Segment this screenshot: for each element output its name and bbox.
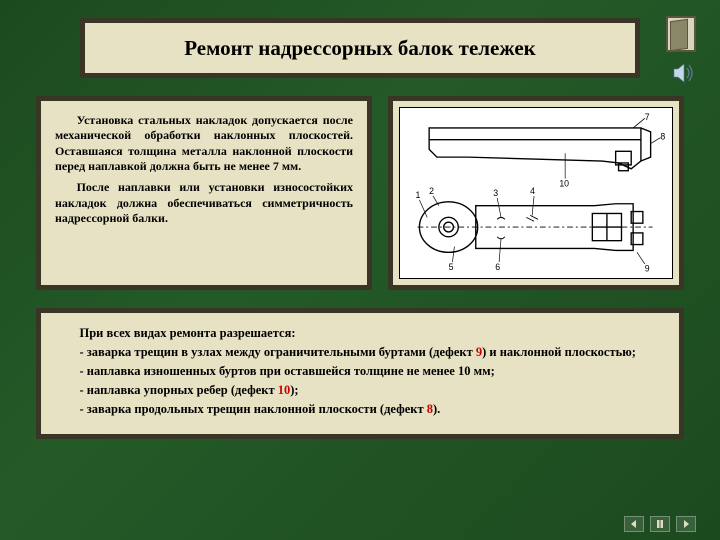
diagram-panel: 1 2 3 4 5 6 7 8 9 10 — [388, 96, 684, 290]
diagram-label-8: 8 — [660, 132, 665, 142]
text-panel: Установка стальных накладок допускается … — [36, 96, 372, 290]
sound-icon[interactable] — [672, 62, 696, 84]
bottom-item-2: - наплавка изношенных буртов при оставше… — [57, 363, 663, 380]
bottom-item-4: - заварка продольных трещин наклонной пл… — [57, 401, 663, 418]
bottom-intro: При всех видах ремонта разрешается: — [57, 325, 663, 342]
nav-next-button[interactable] — [676, 516, 696, 532]
diagram-frame: 1 2 3 4 5 6 7 8 9 10 — [399, 107, 673, 279]
diagram-label-7: 7 — [645, 112, 650, 122]
title-panel: Ремонт надрессорных балок тележек — [80, 18, 640, 78]
diagram-label-9: 9 — [645, 264, 650, 274]
nav-prev-button[interactable] — [624, 516, 644, 532]
diagram-label-5: 5 — [449, 262, 454, 272]
slide: Ремонт надрессорных балок тележек Устано… — [0, 0, 720, 540]
bottom-item-3: - наплавка упорных ребер (дефект 10); — [57, 382, 663, 399]
diagram-label-6: 6 — [495, 262, 500, 272]
paragraph-1: Установка стальных накладок допускается … — [55, 113, 353, 174]
paragraph-2: После наплавки или установки износостойк… — [55, 180, 353, 226]
defect-number: 10 — [278, 383, 291, 397]
diagram-label-2: 2 — [429, 186, 434, 196]
page-title: Ремонт надрессорных балок тележек — [184, 36, 536, 61]
bottom-item-1: - заварка трещин в узлах между ограничит… — [57, 344, 663, 361]
diagram-label-3: 3 — [493, 188, 498, 198]
exit-icon[interactable] — [666, 16, 696, 52]
nav-controls — [624, 516, 696, 532]
bottom-panel: При всех видах ремонта разрешается: - за… — [36, 308, 684, 438]
nav-pause-button[interactable] — [650, 516, 670, 532]
diagram-label-1: 1 — [416, 190, 421, 200]
middle-row: Установка стальных накладок допускается … — [36, 96, 684, 290]
diagram-label-10: 10 — [559, 178, 569, 188]
diagram-label-4: 4 — [530, 186, 535, 196]
technical-diagram: 1 2 3 4 5 6 7 8 9 10 — [400, 108, 672, 278]
